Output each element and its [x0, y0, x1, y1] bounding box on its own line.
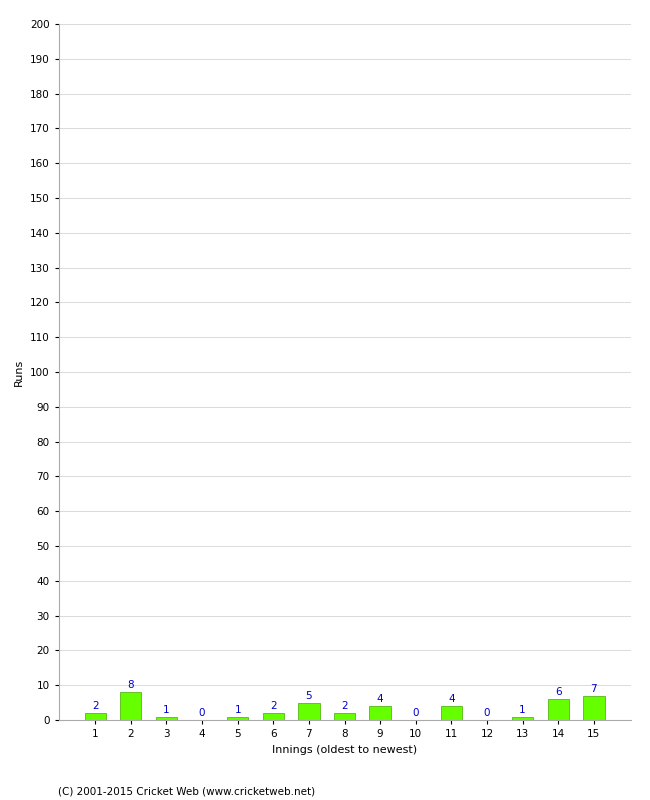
Bar — [120, 692, 142, 720]
Text: 5: 5 — [306, 691, 312, 701]
Text: 1: 1 — [519, 705, 526, 714]
Text: 4: 4 — [448, 694, 454, 704]
Text: 4: 4 — [377, 694, 384, 704]
Y-axis label: Runs: Runs — [14, 358, 24, 386]
Text: 6: 6 — [555, 687, 562, 698]
Text: 0: 0 — [199, 708, 205, 718]
Text: 2: 2 — [270, 702, 277, 711]
Bar — [512, 717, 533, 720]
Bar — [84, 713, 106, 720]
Text: 1: 1 — [235, 705, 241, 714]
Bar — [298, 702, 320, 720]
Text: 8: 8 — [127, 681, 134, 690]
Text: 0: 0 — [484, 708, 490, 718]
Bar — [156, 717, 177, 720]
Bar — [263, 713, 284, 720]
Bar — [583, 696, 605, 720]
Bar — [369, 706, 391, 720]
X-axis label: Innings (oldest to newest): Innings (oldest to newest) — [272, 745, 417, 754]
Text: 0: 0 — [413, 708, 419, 718]
Text: 2: 2 — [341, 702, 348, 711]
Text: (C) 2001-2015 Cricket Web (www.cricketweb.net): (C) 2001-2015 Cricket Web (www.cricketwe… — [58, 786, 316, 796]
Bar — [227, 717, 248, 720]
Text: 1: 1 — [163, 705, 170, 714]
Bar — [334, 713, 355, 720]
Bar — [547, 699, 569, 720]
Bar — [441, 706, 462, 720]
Text: 2: 2 — [92, 702, 99, 711]
Text: 7: 7 — [590, 684, 597, 694]
